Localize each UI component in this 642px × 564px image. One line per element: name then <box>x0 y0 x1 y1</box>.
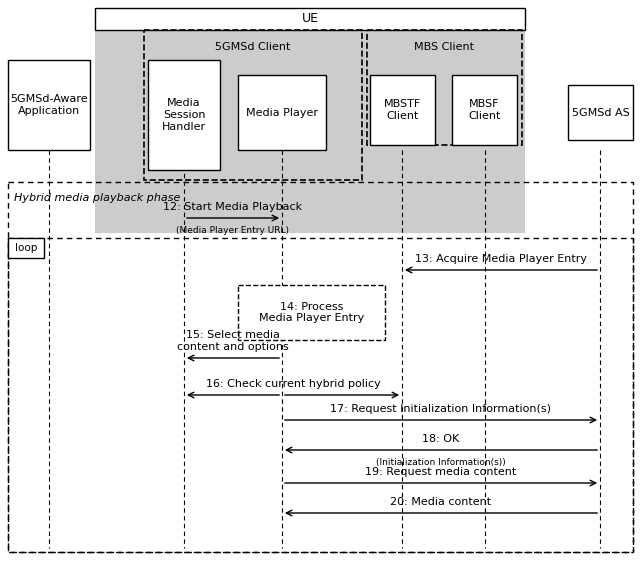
Text: 19: Request media content: 19: Request media content <box>365 467 517 477</box>
Bar <box>8 60 90 150</box>
Text: 17: Request Initialization Information(s): 17: Request Initialization Information(s… <box>331 404 551 414</box>
Text: 20: Media content: 20: Media content <box>390 497 492 507</box>
Text: MBS Client: MBS Client <box>415 42 474 52</box>
Bar <box>148 60 220 170</box>
Text: 12: Start Media Playback: 12: Start Media Playback <box>164 202 302 212</box>
Text: (Media Player Entry URL): (Media Player Entry URL) <box>177 226 290 235</box>
Text: (Initialization Information(s)): (Initialization Information(s)) <box>376 458 506 467</box>
Bar <box>8 238 633 552</box>
Text: UE: UE <box>302 12 318 25</box>
Text: 5GMSd Client: 5GMSd Client <box>215 42 291 52</box>
Text: Media Player: Media Player <box>246 108 318 117</box>
Bar <box>95 8 525 233</box>
Text: 13: Acquire Media Player Entry: 13: Acquire Media Player Entry <box>415 254 587 264</box>
Bar <box>367 30 522 145</box>
Text: 14: Process
Media Player Entry: 14: Process Media Player Entry <box>259 302 364 323</box>
Bar <box>452 75 517 145</box>
Bar <box>8 182 633 552</box>
Text: 16: Check current hybrid policy: 16: Check current hybrid policy <box>205 379 380 389</box>
Text: 18: OK: 18: OK <box>422 434 460 444</box>
Text: loop: loop <box>15 243 37 253</box>
Bar <box>95 8 525 30</box>
Bar <box>144 30 362 180</box>
Bar <box>8 238 44 258</box>
Bar <box>238 75 326 150</box>
Bar <box>238 285 385 340</box>
Bar <box>370 75 435 145</box>
Text: MBSTF
Client: MBSTF Client <box>384 99 421 121</box>
Bar <box>568 85 633 140</box>
Text: Media
Session
Handler: Media Session Handler <box>162 98 206 131</box>
Text: Hybrid media playback phase: Hybrid media playback phase <box>14 193 180 203</box>
Text: 5GMSd-Aware
Application: 5GMSd-Aware Application <box>10 94 88 116</box>
Text: 15: Select media
content and options: 15: Select media content and options <box>177 331 289 352</box>
Text: 5GMSd AS: 5GMSd AS <box>571 108 629 117</box>
Text: MBSF
Client: MBSF Client <box>468 99 501 121</box>
